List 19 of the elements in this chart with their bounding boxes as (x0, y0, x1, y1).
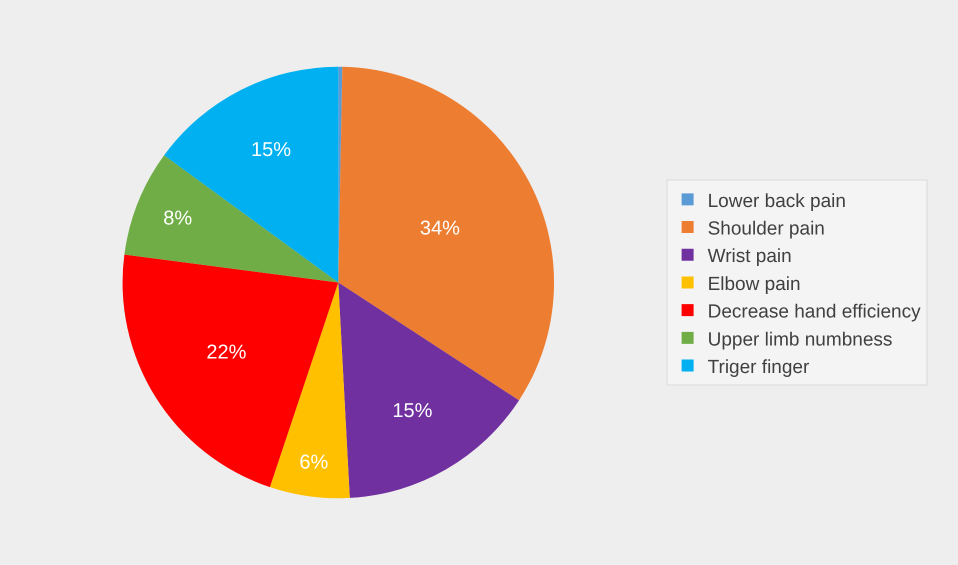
legend-label: Upper limb numbness (708, 329, 892, 350)
legend-label: Wrist pain (708, 246, 792, 268)
legend-label: Lower back pain (708, 190, 846, 212)
legend-label: Triger finger (708, 356, 810, 378)
data-label: 6% (299, 452, 328, 474)
pie-slice (270, 282, 350, 498)
data-label: 15% (392, 400, 433, 422)
data-label: 22% (206, 341, 247, 364)
pie-slice (124, 155, 338, 282)
pie-slice (164, 66, 338, 282)
pie-slice (338, 66, 554, 400)
legend-label: Elbow pain (708, 274, 801, 295)
data-label: 34% (420, 218, 460, 240)
legend-label: Decrease hand efficiency (708, 302, 922, 323)
pie-slice (338, 282, 520, 498)
data-label: 8% (163, 207, 192, 230)
pie-slice (122, 254, 338, 488)
legend-label: Shoulder pain (708, 218, 825, 240)
data-label: 15% (250, 139, 292, 162)
